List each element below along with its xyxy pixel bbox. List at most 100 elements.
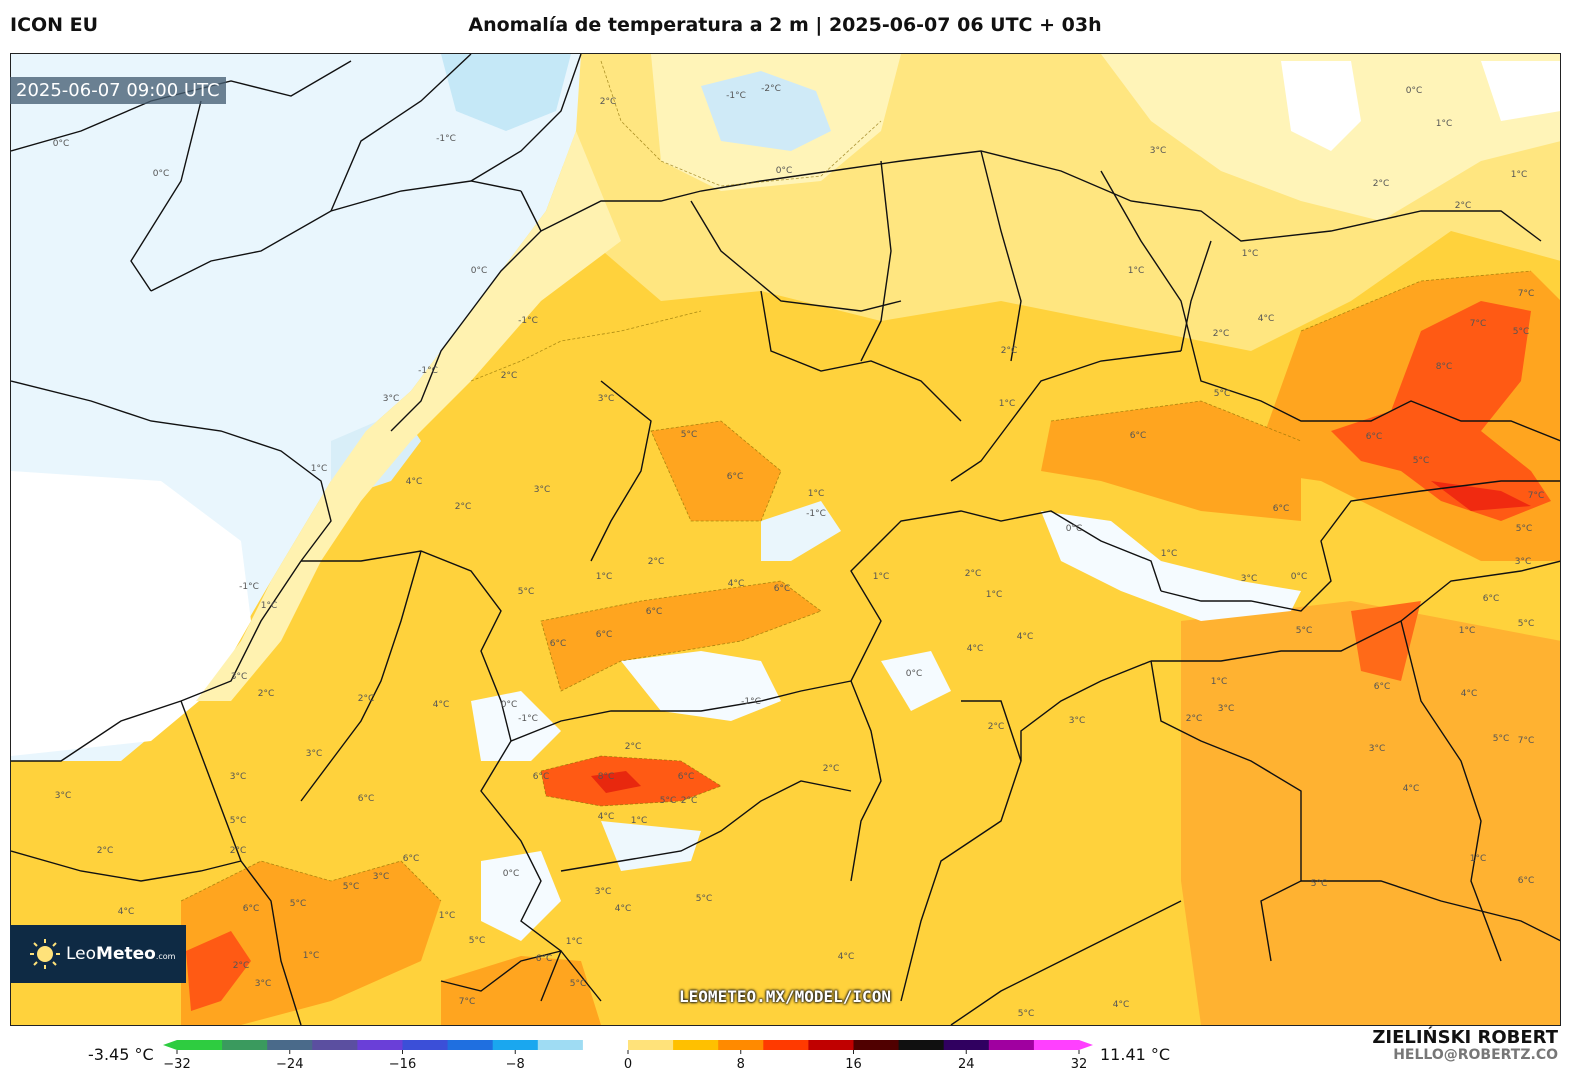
contour-label: 3°C (1515, 557, 1532, 567)
contour-label: 1°C (1161, 549, 1178, 559)
contour-label: 4°C (838, 952, 855, 962)
colorbar-segment (808, 1040, 854, 1050)
colorbar-segment (763, 1040, 809, 1050)
contour-label: 5°C (570, 979, 587, 989)
field-cool-alps-1 (471, 691, 561, 761)
contour-label: 5°C (660, 796, 677, 806)
contour-label: 0°C (53, 139, 70, 149)
colorbar-segment (492, 1040, 539, 1050)
source-watermark: LEOMETEO.MX/MODEL/ICON (679, 987, 891, 1006)
field-blue-patch-north2 (701, 71, 831, 151)
contour-label: 4°C (1017, 632, 1034, 642)
contour-label: -1°C (726, 91, 746, 101)
contour-label: -1°C (518, 714, 538, 724)
contour-label: 1°C (1436, 119, 1453, 129)
contour-label: 5°C (1516, 524, 1533, 534)
contour-label: 6°C (1130, 431, 1147, 441)
contour-label: 4°C (967, 644, 984, 654)
colorbar-segment (177, 1040, 223, 1050)
contour-label: 7°C (1528, 491, 1545, 501)
field-cool-alps-2 (621, 651, 781, 721)
contour-label: 5°C (518, 587, 535, 597)
contour-label: 5°C (1018, 1009, 1035, 1019)
colorbar-tick-label: 8 (737, 1057, 745, 1072)
contour-label: 6°C (403, 854, 420, 864)
colorbar-segment (447, 1040, 494, 1050)
contour-label: 7°C (459, 997, 476, 1007)
colorbar-tick-label: 32 (1071, 1057, 1088, 1072)
contour-label: 2°C (965, 569, 982, 579)
contour-label: 0°C (503, 869, 520, 879)
colorbar-tick-label: 24 (958, 1057, 975, 1072)
contour-label: -1°C (418, 366, 438, 376)
contour-label: -1°C (436, 134, 456, 144)
contour-label: 5°C (1311, 879, 1328, 889)
contour-label: 5°C (290, 899, 307, 909)
contour-label: 4°C (728, 579, 745, 589)
contour-label: 2°C (625, 742, 642, 752)
contour-label: 3°C (55, 791, 72, 801)
colorbar-tick-label: −16 (389, 1057, 416, 1072)
contour-label: 2°C (97, 846, 114, 856)
map-title: Anomalía de temperatura a 2 m | 2025-06-… (468, 14, 1102, 36)
contour-label: 4°C (615, 904, 632, 914)
field-cool-alps-7 (881, 651, 951, 711)
contour-label: 3°C (231, 672, 248, 682)
field-cool-alps-5 (481, 851, 561, 941)
contour-label: 0°C (501, 700, 518, 710)
contour-label: 5°C (343, 882, 360, 892)
author-email[interactable]: HELLO@ROBERTZ.CO (1393, 1047, 1558, 1063)
field-cool-alps-6 (601, 821, 701, 871)
contour-label: 2°C (258, 689, 275, 699)
colorbar-segment (628, 1040, 674, 1050)
contour-label: 7°C (1518, 736, 1535, 746)
contour-label: 2°C (233, 961, 250, 971)
contour-label: 6°C (727, 472, 744, 482)
contour-label: 3°C (595, 887, 612, 897)
contour-label: 2°C (823, 764, 840, 774)
contour-label: 6°C (646, 607, 663, 617)
contour-label: 4°C (406, 477, 423, 487)
contour-label: 5°C (1513, 327, 1530, 337)
colorbar-tick-label: −8 (506, 1057, 525, 1072)
colorbar-segment (582, 1040, 629, 1050)
contour-label: 1°C (439, 911, 456, 921)
contour-label: 6°C (550, 639, 567, 649)
colorbar-under-arrow (163, 1040, 177, 1050)
colorbar-tick-label: −24 (276, 1057, 303, 1072)
contour-label: 3°C (255, 979, 272, 989)
contour-label: 5°C (230, 816, 247, 826)
contour-lines (180, 60, 1532, 902)
contour-label: 0°C (153, 169, 170, 179)
contour-label: 3°C (1069, 716, 1086, 726)
field-red-east-core (1431, 481, 1531, 511)
colorbar: −32 −24 −16 −8 0 8 16 24 32 (163, 1040, 1093, 1072)
contour-label: 0°C (906, 669, 923, 679)
contour-labels: 2°C-1°C-2°C0°C-1°C0°C0°C0°C-1°C-1°C 2°C3°… (53, 84, 1545, 1019)
contour-label: 5°C (681, 430, 698, 440)
colorbar-segment (1033, 1040, 1080, 1050)
contour-label: 2°C (681, 796, 698, 806)
anomaly-map[interactable]: 2°C -1°C -2°C 0°C -1°C 0°C 0°C 0°C -1°C -1°C 2°C 3°… (10, 53, 1561, 1026)
colorbar-segment (537, 1040, 584, 1050)
leometeo-logo[interactable]: LeoMeteo.com (10, 925, 186, 983)
contour-label: -1°C (518, 316, 538, 326)
contour-label: 6°C (1374, 682, 1391, 692)
colorbar-segment (357, 1040, 403, 1050)
contour-label: 4°C (598, 812, 615, 822)
contour-label: 1°C (1511, 170, 1528, 180)
colorbar-tick-label: 0 (624, 1057, 632, 1072)
contour-label: 6°C (774, 584, 791, 594)
contour-label: 0°C (776, 166, 793, 176)
valid-time-badge: 2025-06-07 09:00 UTC (10, 77, 226, 104)
contour-label: 5°C (469, 936, 486, 946)
contour-label: 2°C (1001, 346, 1018, 356)
contour-label: 5°C (1518, 619, 1535, 629)
field-red-east2 (1351, 601, 1421, 681)
contour-label: 2°C (1455, 201, 1472, 211)
contour-label: 6°C (678, 772, 695, 782)
contour-label: 1°C (1470, 854, 1487, 864)
colorbar-tick-label: −32 (163, 1057, 190, 1072)
contour-label: 1°C (1459, 626, 1476, 636)
contour-label: 6°C (596, 630, 613, 640)
